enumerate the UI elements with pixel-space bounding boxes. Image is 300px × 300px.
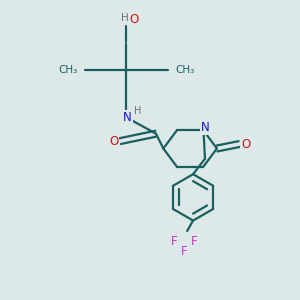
Text: F: F	[181, 245, 188, 258]
Text: O: O	[109, 135, 119, 148]
Text: N: N	[123, 111, 132, 124]
Text: H: H	[121, 13, 129, 23]
Text: CH₃: CH₃	[175, 65, 194, 75]
Text: N: N	[201, 121, 209, 134]
Text: F: F	[171, 235, 178, 248]
Text: O: O	[241, 138, 250, 151]
Text: F: F	[190, 235, 197, 248]
Text: O: O	[129, 13, 138, 26]
Text: H: H	[134, 106, 142, 116]
Text: CH₃: CH₃	[58, 65, 77, 75]
